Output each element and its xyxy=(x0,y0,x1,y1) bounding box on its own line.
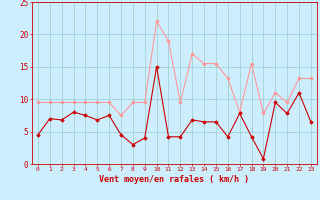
X-axis label: Vent moyen/en rafales ( km/h ): Vent moyen/en rafales ( km/h ) xyxy=(100,175,249,184)
